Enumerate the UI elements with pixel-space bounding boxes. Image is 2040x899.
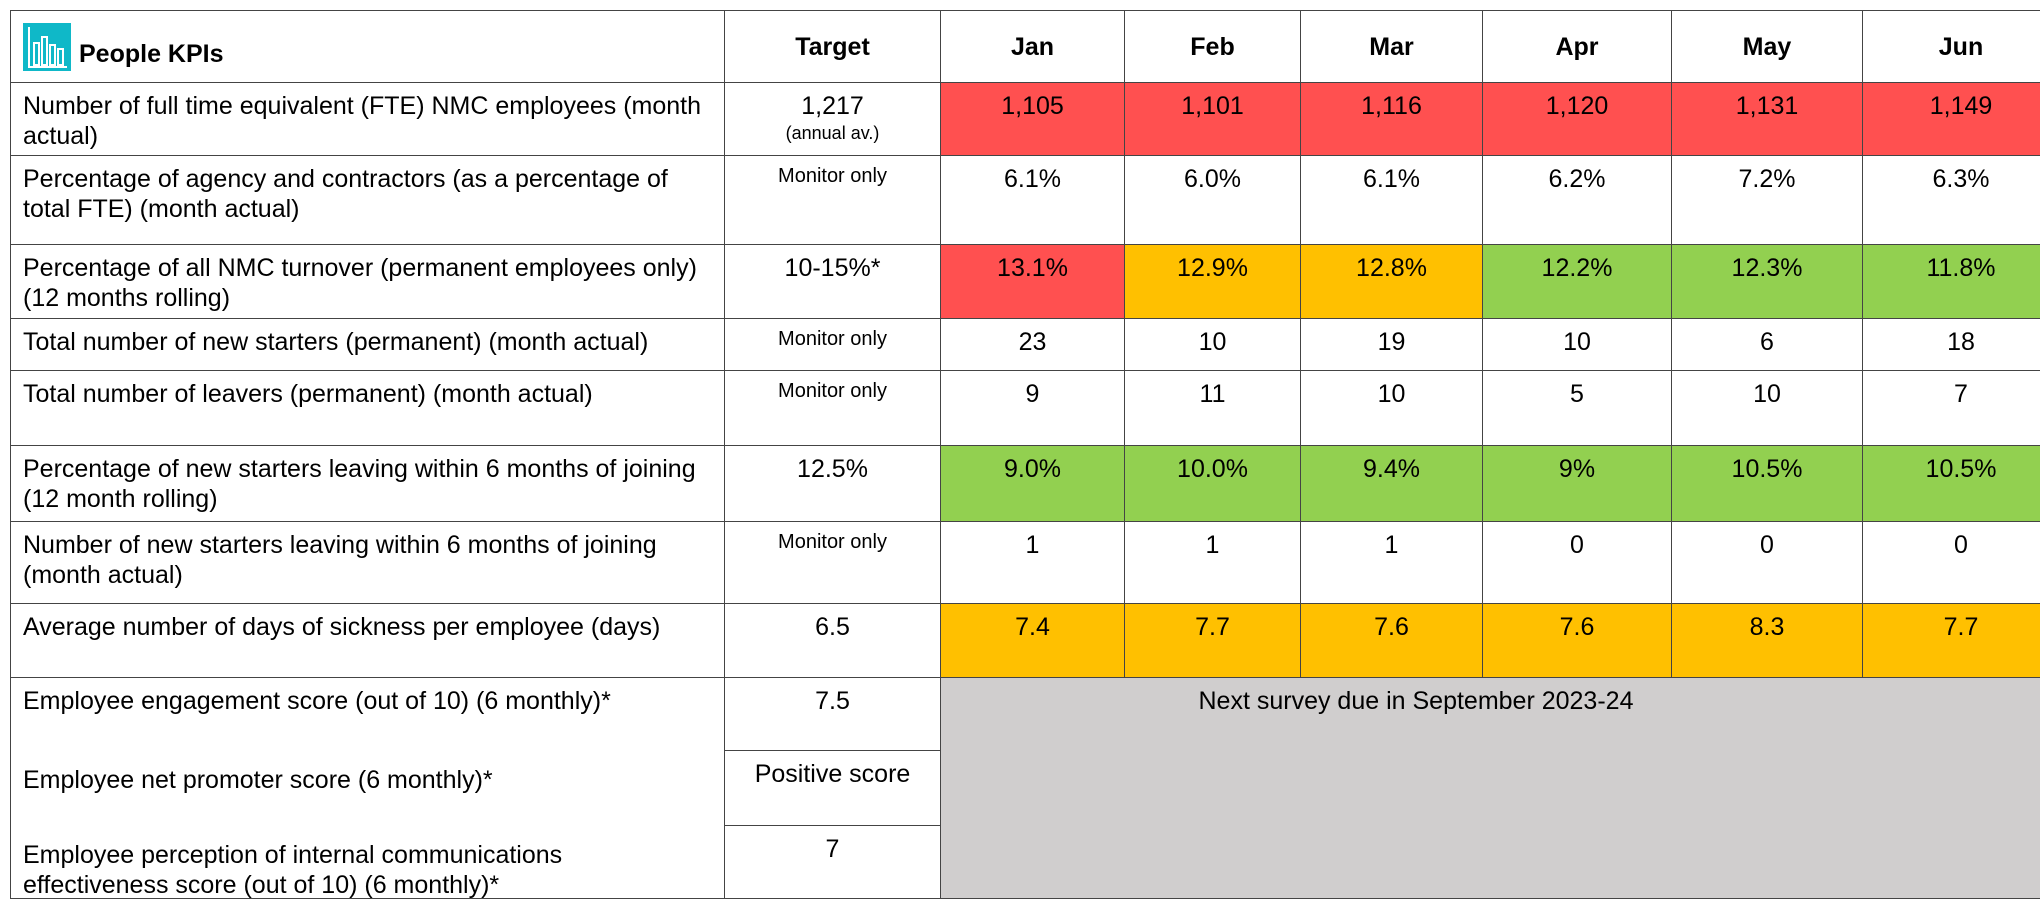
value-cell: 11	[1125, 371, 1301, 446]
value-cell: 6.0%	[1125, 156, 1301, 245]
row-label: Employee engagement score (out of 10) (6…	[10, 678, 725, 751]
value-cell: 8.3	[1672, 604, 1863, 678]
row-label: Average number of days of sickness per e…	[10, 604, 725, 678]
value-cell: 13.1%	[941, 245, 1125, 319]
target: 6.5	[815, 613, 850, 641]
value-cell: 9.0%	[941, 446, 1125, 522]
target-cell: 12.5%	[725, 446, 941, 522]
target: Monitor only	[778, 531, 887, 553]
target: Monitor only	[778, 380, 887, 402]
target-cell: Monitor only	[725, 522, 941, 604]
value-cell: 10	[1125, 319, 1301, 371]
value-cell: 1	[1301, 522, 1483, 604]
target-cell: 7	[725, 826, 941, 899]
value-cell: 18	[1863, 319, 2040, 371]
value-cell: 10.5%	[1672, 446, 1863, 522]
target-cell: Monitor only	[725, 371, 941, 446]
survey-note: Next survey due in September 2023-24	[941, 678, 2040, 899]
target: 1,217	[801, 92, 864, 120]
value-cell: 6	[1672, 319, 1863, 371]
column-header: May	[1672, 10, 1863, 83]
target-cell: 10-15%*	[725, 245, 941, 319]
value-cell: 10	[1483, 319, 1672, 371]
value-cell: 7.4	[941, 604, 1125, 678]
target: 10-15%*	[784, 254, 881, 282]
icon	[23, 22, 71, 71]
value-cell: 1,120	[1483, 83, 1672, 156]
value-cell: 1,105	[941, 83, 1125, 156]
row-label: Number of new starters leaving within 6 …	[10, 522, 725, 604]
target-cell: 7.5	[725, 678, 941, 751]
value-cell: 1,131	[1672, 83, 1863, 156]
row-label: Percentage of all NMC turnover (permanen…	[10, 245, 725, 319]
title-cell: People KPIs	[10, 10, 725, 83]
value-cell: 5	[1483, 371, 1672, 446]
value-cell: 6.3%	[1863, 156, 2040, 245]
value-cell: 1,149	[1863, 83, 2040, 156]
value-cell: 12.8%	[1301, 245, 1483, 319]
value-cell: 0	[1672, 522, 1863, 604]
row-label: Employee perception of internal communic…	[10, 826, 725, 899]
value-cell: 1,101	[1125, 83, 1301, 156]
target: 12.5%	[797, 455, 868, 483]
column-header: Apr	[1483, 10, 1672, 83]
value-cell: 1	[941, 522, 1125, 604]
value-cell: 6.1%	[1301, 156, 1483, 245]
value-cell: 23	[941, 319, 1125, 371]
row-label: Number of full time equivalent (FTE) NMC…	[10, 83, 725, 156]
value-cell: 6.2%	[1483, 156, 1672, 245]
value-cell: 19	[1301, 319, 1483, 371]
value-cell: 7.2%	[1672, 156, 1863, 245]
value-cell: 10.5%	[1863, 446, 2040, 522]
value-cell: 9%	[1483, 446, 1672, 522]
row-label: Percentage of new starters leaving withi…	[10, 446, 725, 522]
row-label: Total number of new starters (permanent)…	[10, 319, 725, 371]
value-cell: 7.7	[1863, 604, 2040, 678]
column-header: Jun	[1863, 10, 2040, 83]
value-cell: 11.8%	[1863, 245, 2040, 319]
row-label: Percentage of agency and contractors (as…	[10, 156, 725, 245]
value-cell: 7	[1863, 371, 2040, 446]
target-cell: 6.5	[725, 604, 941, 678]
row-label: Total number of leavers (permanent) (mon…	[10, 371, 725, 446]
value-cell: 7.6	[1483, 604, 1672, 678]
value-cell: 10	[1672, 371, 1863, 446]
value-cell: 1	[1125, 522, 1301, 604]
value-cell: 7.6	[1301, 604, 1483, 678]
column-header: Jan	[941, 10, 1125, 83]
target: Monitor only	[778, 165, 887, 187]
value-cell: 10.0%	[1125, 446, 1301, 522]
column-header: Target	[725, 10, 941, 83]
target-cell: Positive score	[725, 751, 941, 826]
value-cell: 12.9%	[1125, 245, 1301, 319]
value-cell: 9	[941, 371, 1125, 446]
value-cell: 10	[1301, 371, 1483, 446]
table-title: People KPIs	[79, 39, 224, 68]
value-cell: 1,116	[1301, 83, 1483, 156]
value-cell: 0	[1863, 522, 2040, 604]
target: Monitor only	[778, 328, 887, 350]
value-cell: 7.7	[1125, 604, 1301, 678]
target-cell: 1,217 (annual av.)	[725, 83, 941, 156]
value-cell: 6.1%	[941, 156, 1125, 245]
column-header: Mar	[1301, 10, 1483, 83]
value-cell: 12.3%	[1672, 245, 1863, 319]
target-cell: Monitor only	[725, 156, 941, 245]
value-cell: 12.2%	[1483, 245, 1672, 319]
row-label: Employee net promoter score (6 monthly)*	[10, 751, 725, 826]
column-header: Feb	[1125, 10, 1301, 83]
target-note: (annual av.)	[785, 123, 880, 143]
value-cell: 9.4%	[1301, 446, 1483, 522]
value-cell: 0	[1483, 522, 1672, 604]
target-cell: Monitor only	[725, 319, 941, 371]
